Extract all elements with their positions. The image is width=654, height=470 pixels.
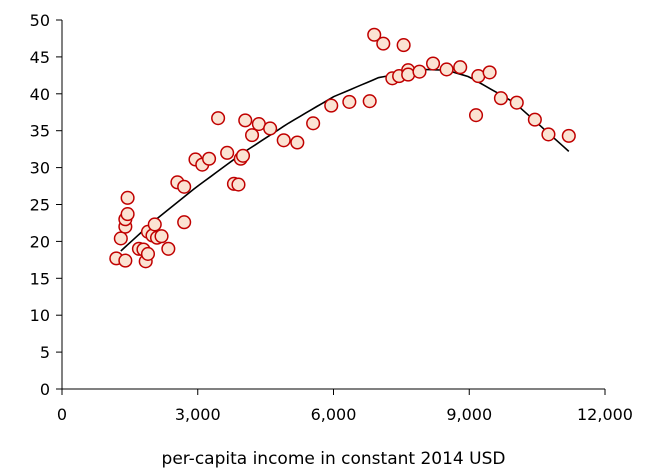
data-point [120, 207, 135, 222]
data-point [426, 56, 441, 71]
data-point [509, 95, 524, 110]
y-tick-label: 10 [30, 306, 50, 325]
x-tick-label: 0 [57, 405, 67, 424]
data-point [211, 111, 226, 126]
y-tick-label: 25 [30, 196, 50, 215]
data-point [120, 190, 135, 205]
x-axis-title: per-capita income in constant 2014 USD [162, 449, 506, 469]
data-point [290, 135, 305, 150]
data-point [342, 94, 357, 109]
data-point [238, 113, 253, 128]
data-point [493, 91, 508, 106]
data-point [113, 231, 128, 246]
data-point [245, 128, 260, 143]
y-tick-label: 20 [30, 232, 50, 251]
trendline [120, 68, 570, 252]
y-tick-label: 15 [30, 269, 50, 288]
x-axis-ticks: 0 3,000 6,000 9,000 12,000 [57, 389, 633, 424]
x-tick-label: 6,000 [311, 405, 357, 424]
data-point [362, 94, 377, 109]
x-tick-label: 9,000 [446, 405, 492, 424]
data-point [367, 27, 382, 42]
data-point [324, 98, 339, 113]
y-tick-label: 35 [30, 122, 50, 141]
data-point [140, 246, 156, 261]
y-tick-label: 50 [30, 11, 50, 30]
data-point [376, 36, 391, 51]
x-tick-label: 3,000 [175, 405, 221, 424]
trendline-group [120, 68, 570, 252]
data-point [306, 116, 321, 131]
y-axis-ticks: 0 5 10 15 20 25 30 35 40 45 50 [30, 11, 62, 399]
data-point [147, 217, 162, 232]
data-point [154, 229, 169, 244]
data-point [220, 145, 235, 160]
y-tick-label: 0 [40, 380, 50, 399]
data-points [109, 27, 576, 269]
data-point [482, 65, 497, 80]
data-point [276, 133, 291, 148]
data-point [263, 121, 278, 136]
data-point [118, 253, 133, 268]
data-point [231, 177, 246, 192]
data-point [468, 108, 484, 123]
data-point [177, 179, 192, 194]
data-point [161, 241, 176, 256]
y-tick-label: 40 [30, 85, 50, 104]
data-point [453, 60, 468, 75]
data-point [527, 112, 542, 127]
data-point [177, 215, 192, 230]
data-point [202, 151, 217, 166]
data-point [396, 38, 411, 53]
data-point [541, 127, 556, 142]
y-tick-label: 45 [30, 48, 50, 67]
data-point [235, 148, 251, 163]
x-tick-label: 12,000 [577, 405, 633, 424]
y-tick-label: 30 [30, 159, 50, 178]
data-point [412, 64, 427, 79]
data-point [439, 62, 454, 77]
data-point [561, 128, 576, 143]
y-tick-label: 5 [40, 343, 50, 362]
data-point [401, 67, 416, 82]
